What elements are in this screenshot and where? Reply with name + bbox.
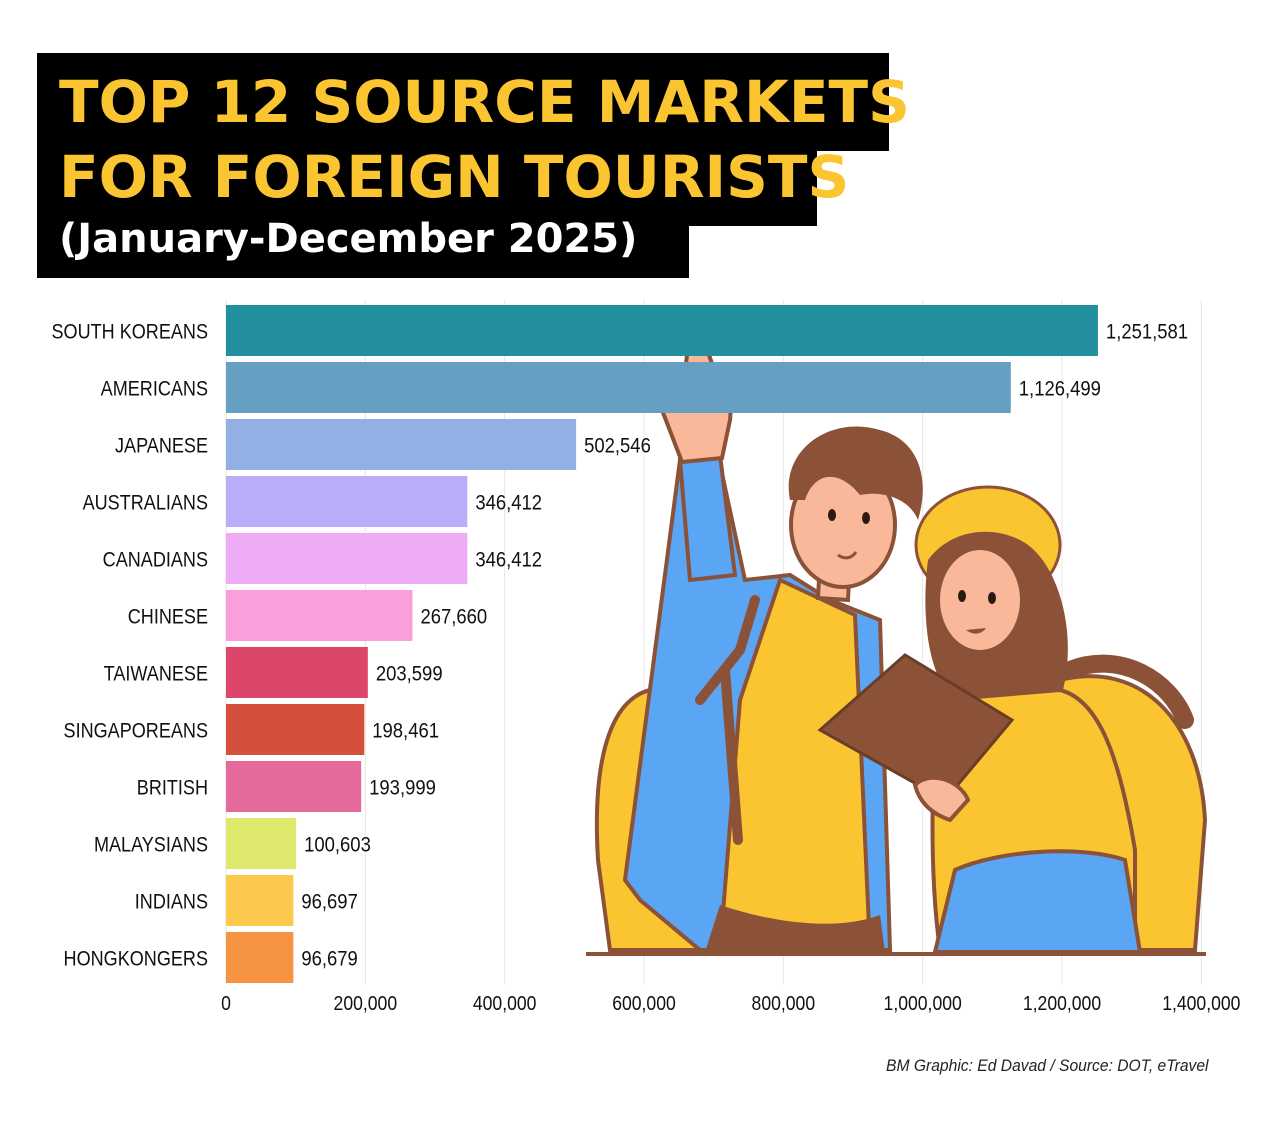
value-labels: 1,251,581 1,126,499 502,546 346,412 346,412 2… bbox=[301, 320, 1188, 970]
x-tick-label: 200,000 bbox=[334, 992, 398, 1014]
value-label: 193,999 bbox=[369, 776, 436, 799]
category-label: BRITISH bbox=[137, 776, 208, 800]
category-label: TAIWANESE bbox=[104, 662, 208, 686]
bar bbox=[226, 419, 577, 470]
bar bbox=[226, 305, 1098, 356]
category-label: JAPANESE bbox=[115, 434, 208, 458]
bar bbox=[226, 761, 362, 812]
x-tick-label: 600,000 bbox=[612, 992, 676, 1014]
woman-jacket bbox=[932, 849, 1143, 954]
x-tick-label: 0 bbox=[221, 992, 231, 1014]
bar bbox=[226, 875, 294, 926]
bar bbox=[226, 704, 365, 755]
value-label: 198,461 bbox=[372, 719, 439, 742]
value-label: 96,697 bbox=[301, 890, 357, 913]
bar bbox=[226, 362, 1011, 413]
map-book bbox=[817, 653, 1015, 802]
category-label: AMERICANS bbox=[101, 377, 208, 401]
category-label: INDIANS bbox=[135, 890, 208, 914]
x-tick-labels: 0 200,000 400,000 600,000 800,000 1,000,000 1,… bbox=[221, 992, 1240, 1014]
bar bbox=[226, 533, 468, 584]
category-labels: SOUTH KOREANS AMERICANS JAPANESE AUSTRALIAN… bbox=[52, 320, 208, 971]
value-label: 502,546 bbox=[584, 434, 651, 457]
category-label: AUSTRALIANS bbox=[83, 491, 208, 515]
category-label: SINGAPOREANS bbox=[64, 719, 208, 743]
value-label: 1,251,581 bbox=[1106, 320, 1188, 343]
value-label: 100,603 bbox=[304, 833, 371, 856]
x-tick-label: 1,400,000 bbox=[1162, 992, 1240, 1014]
bar bbox=[226, 932, 294, 983]
value-label: 96,679 bbox=[301, 947, 357, 970]
value-label: 346,412 bbox=[475, 491, 542, 514]
title-line-2: FOR FOREIGN TOURISTS bbox=[37, 140, 849, 226]
credit-line: BM Graphic: Ed Davad / Source: DOT, eTra… bbox=[886, 1056, 1209, 1075]
category-label: MALAYSIANS bbox=[94, 833, 208, 857]
x-tick-label: 800,000 bbox=[752, 992, 816, 1014]
x-tick-label: 1,000,000 bbox=[884, 992, 962, 1014]
category-label: CHINESE bbox=[128, 605, 208, 629]
title-line-3: (January-December 2025) bbox=[37, 214, 689, 278]
value-label: 203,599 bbox=[376, 662, 443, 685]
tourists-illustration bbox=[586, 327, 1208, 956]
value-label: 346,412 bbox=[475, 548, 542, 571]
category-label: CANADIANS bbox=[103, 548, 208, 572]
man-raised-arm bbox=[677, 452, 738, 583]
category-label: SOUTH KOREANS bbox=[52, 320, 208, 344]
category-label: HONGKONGERS bbox=[64, 947, 208, 971]
x-tick-label: 400,000 bbox=[473, 992, 537, 1014]
bar bbox=[226, 590, 413, 641]
man-hair bbox=[788, 426, 923, 520]
bars bbox=[226, 305, 1098, 983]
bar bbox=[226, 818, 297, 869]
woman-face bbox=[936, 546, 1024, 654]
x-tick-label: 1,200,000 bbox=[1023, 992, 1101, 1014]
bar bbox=[226, 476, 468, 527]
title-line-1: TOP 12 SOURCE MARKETS bbox=[37, 53, 910, 151]
value-label: 1,126,499 bbox=[1019, 377, 1101, 400]
bar bbox=[226, 647, 368, 698]
value-label: 267,660 bbox=[420, 605, 487, 628]
